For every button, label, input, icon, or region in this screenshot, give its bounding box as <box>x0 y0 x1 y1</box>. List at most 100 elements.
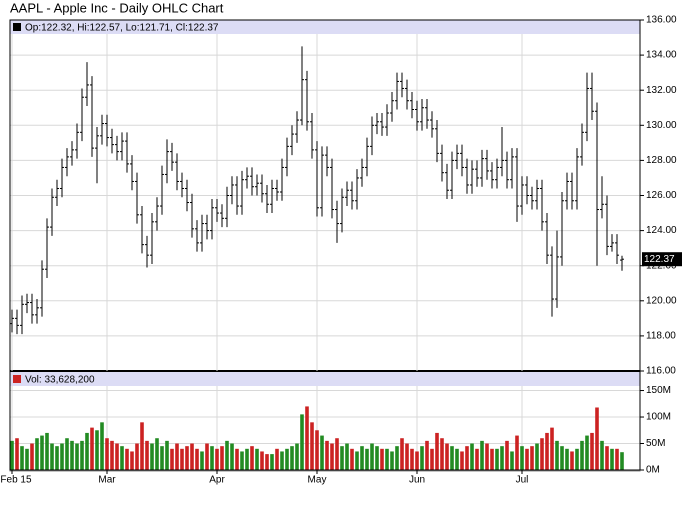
x-tick-label: Mar <box>98 475 116 486</box>
volume-bar <box>200 451 204 470</box>
volume-bar <box>185 446 189 470</box>
volume-bar <box>475 448 479 470</box>
y-tick-label: 100M <box>646 412 671 423</box>
volume-bar <box>120 446 124 470</box>
volume-bar <box>565 448 569 470</box>
volume-bar <box>320 435 324 470</box>
plot-border <box>9 19 641 471</box>
volume-bar <box>235 448 239 470</box>
volume-bar <box>610 448 614 470</box>
volume-bar <box>255 448 259 470</box>
volume-bar <box>335 438 339 470</box>
volume-bar <box>375 446 379 470</box>
volume-bar <box>515 435 519 470</box>
volume-bar <box>10 440 14 470</box>
volume-bar <box>230 443 234 470</box>
x-tick-label: Jul <box>516 475 529 486</box>
volume-bar <box>65 438 69 470</box>
volume-bar <box>270 454 274 470</box>
volume-legend-swatch <box>13 375 21 383</box>
volume-bar <box>595 407 599 470</box>
volume-bar <box>330 443 334 470</box>
volume-bar <box>25 448 29 470</box>
volume-bar <box>90 427 94 470</box>
volume-bar <box>570 451 574 470</box>
volume-bar <box>295 443 299 470</box>
volume-bar <box>450 446 454 470</box>
volume-bar <box>240 451 244 470</box>
volume-bar <box>535 443 539 470</box>
y-tick-label: 130.00 <box>646 120 677 131</box>
volume-bar <box>35 438 39 470</box>
volume-header: Vol: 33,628,200 <box>25 375 95 386</box>
volume-bar <box>365 448 369 470</box>
volume-bar <box>380 448 384 470</box>
volume-bar <box>355 451 359 470</box>
y-tick-label: 132.00 <box>646 85 677 96</box>
volume-bar <box>20 446 24 470</box>
x-tick-label: May <box>308 475 327 486</box>
volume-bar <box>310 422 314 470</box>
volume-bar <box>395 446 399 470</box>
volume-bar <box>605 446 609 470</box>
volume-bar <box>350 448 354 470</box>
volume-bar <box>555 440 559 470</box>
volume-bar <box>155 438 159 470</box>
y-tick-label: 124.00 <box>646 225 677 236</box>
volume-bar <box>15 438 19 470</box>
volume-bar <box>495 448 499 470</box>
y-tick-label: 126.00 <box>646 190 677 201</box>
x-tick-label: Jun <box>409 475 425 486</box>
y-tick-label: 128.00 <box>646 155 677 166</box>
volume-bar <box>30 443 34 470</box>
volume-bar <box>520 446 524 470</box>
volume-bar <box>415 451 419 470</box>
volume-bar <box>500 446 504 470</box>
volume-bar <box>145 440 149 470</box>
volume-bar <box>600 440 604 470</box>
y-tick-label: 134.00 <box>646 50 677 61</box>
volume-bar <box>530 446 534 470</box>
y-tick-label: 150M <box>646 385 671 396</box>
volume-bar <box>165 440 169 470</box>
volume-bar <box>160 446 164 470</box>
volume-bar <box>490 448 494 470</box>
volume-bar <box>510 451 514 470</box>
volume-bar <box>85 432 89 470</box>
volume-bar <box>340 446 344 470</box>
volume-bar <box>505 440 509 470</box>
x-tick-label: Apr <box>209 475 225 486</box>
volume-bar <box>140 422 144 470</box>
volume-bar <box>75 443 79 470</box>
volume-bar <box>195 448 199 470</box>
volume-bar <box>205 443 209 470</box>
last-price-label: 122.37 <box>644 254 675 265</box>
volume-bar <box>260 451 264 470</box>
volume-bar <box>585 435 589 470</box>
volume-bar <box>580 440 584 470</box>
y-tick-label: 118.00 <box>646 331 676 342</box>
volume-bar <box>440 438 444 470</box>
volume-bar <box>315 430 319 470</box>
volume-bar <box>115 443 119 470</box>
volume-bar <box>615 448 619 470</box>
volume-bar <box>385 448 389 470</box>
volume-bar <box>550 427 554 470</box>
volume-bar <box>250 446 254 470</box>
volume-bar <box>220 446 224 470</box>
volume-bar <box>325 440 329 470</box>
volume-bar <box>575 448 579 470</box>
volume-bar <box>275 448 279 470</box>
y-tick-label: 50M <box>646 438 665 449</box>
volume-bar <box>405 443 409 470</box>
chart-title: AAPL - Apple Inc - Daily OHLC Chart <box>10 0 224 15</box>
volume-bar <box>125 448 129 470</box>
y-tick-label: 0M <box>646 465 660 476</box>
volume-bar <box>80 440 84 470</box>
volume-bar <box>245 448 249 470</box>
volume-bar <box>50 443 54 470</box>
volume-bar <box>225 440 229 470</box>
volume-bar <box>545 432 549 470</box>
volume-bar <box>60 443 64 470</box>
